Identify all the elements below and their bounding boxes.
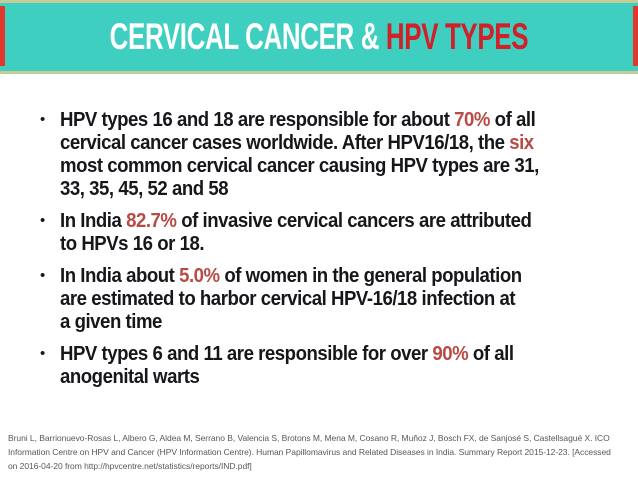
bullet-item: • In India about 5.0% of women in the gen…	[38, 265, 575, 334]
citation-line: on 2016-04-20 from http://hpvcentre.net/…	[8, 461, 252, 471]
highlighted-stat: 90%	[432, 343, 469, 365]
red-accent-bar-right	[633, 6, 638, 66]
bullet-segment: cervical cancer cases worldwide. After H…	[60, 132, 510, 154]
bullet-text: In India about 5.0% of women in the gene…	[60, 265, 575, 334]
bullet-line: HPV types 6 and 11 are responsible for o…	[60, 343, 539, 366]
bullet-line: 33, 35, 45, 52 and 58	[60, 178, 539, 201]
bullet-text: In India 82.7% of invasive cervical canc…	[60, 210, 575, 256]
bullet-segment: HPV types 6 and 11 are responsible for o…	[60, 343, 433, 365]
highlighted-stat: 82.7%	[126, 210, 177, 232]
red-accent-bar-left	[0, 6, 5, 66]
bullet-segment: of all	[468, 343, 514, 365]
bullet-segment: In India	[60, 210, 127, 232]
bullet-segment: HPV types 16 and 18 are responsible for …	[60, 109, 455, 131]
bullet-segment: of all	[489, 109, 536, 131]
bullet-line: a given time	[60, 311, 539, 334]
citation-line: Bruni L, Barrionuevo-Rosas L, Albero G, …	[8, 433, 610, 443]
bullet-text: HPV types 6 and 11 are responsible for o…	[60, 343, 575, 389]
bullet-icon: •	[40, 212, 46, 229]
bullet-line: HPV types 16 and 18 are responsible for …	[60, 109, 539, 132]
highlighted-stat: six	[509, 132, 534, 154]
bullet-line: most common cervical cancer causing HPV …	[60, 155, 539, 178]
bullet-line: cervical cancer cases worldwide. After H…	[60, 132, 539, 155]
bullet-icon: •	[40, 111, 46, 128]
page-title: CERVICAL CANCER & HPV TYPES	[109, 16, 529, 58]
bullet-icon: •	[40, 345, 46, 362]
bullet-segment: 33, 35, 45, 52 and 58	[60, 178, 229, 200]
citation-line: Information Centre on HPV and Cancer (HP…	[8, 447, 611, 457]
bullet-segment: anogenital warts	[60, 366, 200, 388]
bullet-line: are estimated to harbor cervical HPV-16/…	[60, 288, 539, 311]
bullet-segment: a given time	[60, 311, 162, 333]
title-main: CERVICAL CANCER &	[109, 16, 387, 57]
title-highlight: HPV TYPES	[386, 16, 529, 57]
bullet-item: • HPV types 16 and 18 are responsible for…	[38, 109, 575, 201]
bullet-line: In India 82.7% of invasive cervical canc…	[60, 210, 539, 233]
bullet-segment: to HPVs 16 or 18.	[60, 233, 205, 255]
footer-citation: Bruni L, Barrionuevo-Rosas L, Albero G, …	[8, 431, 611, 473]
bullet-item: • In India 82.7% of invasive cervical can…	[38, 210, 575, 256]
bullet-icon: •	[40, 267, 46, 284]
bullet-item: • HPV types 6 and 11 are responsible for …	[38, 343, 575, 389]
bullet-line: to HPVs 16 or 18.	[60, 233, 539, 256]
bullet-segment: are estimated to harbor cervical HPV-16/…	[60, 288, 516, 310]
bullet-list: • HPV types 16 and 18 are responsible for…	[38, 109, 575, 398]
bullet-line: In India about 5.0% of women in the gene…	[60, 265, 539, 288]
bullet-segment: of women in the general population	[219, 265, 522, 287]
bullet-segment: most common cervical cancer causing HPV …	[60, 155, 539, 177]
highlighted-stat: 5.0%	[179, 265, 220, 287]
bullet-line: anogenital warts	[60, 366, 539, 389]
highlighted-stat: 70%	[454, 109, 490, 131]
bullet-segment: of invasive cervical cancers are attribu…	[176, 210, 532, 232]
title-banner: CERVICAL CANCER & HPV TYPES	[0, 0, 638, 74]
bullet-text: HPV types 16 and 18 are responsible for …	[60, 109, 575, 201]
bullet-segment: In India about	[60, 265, 180, 287]
